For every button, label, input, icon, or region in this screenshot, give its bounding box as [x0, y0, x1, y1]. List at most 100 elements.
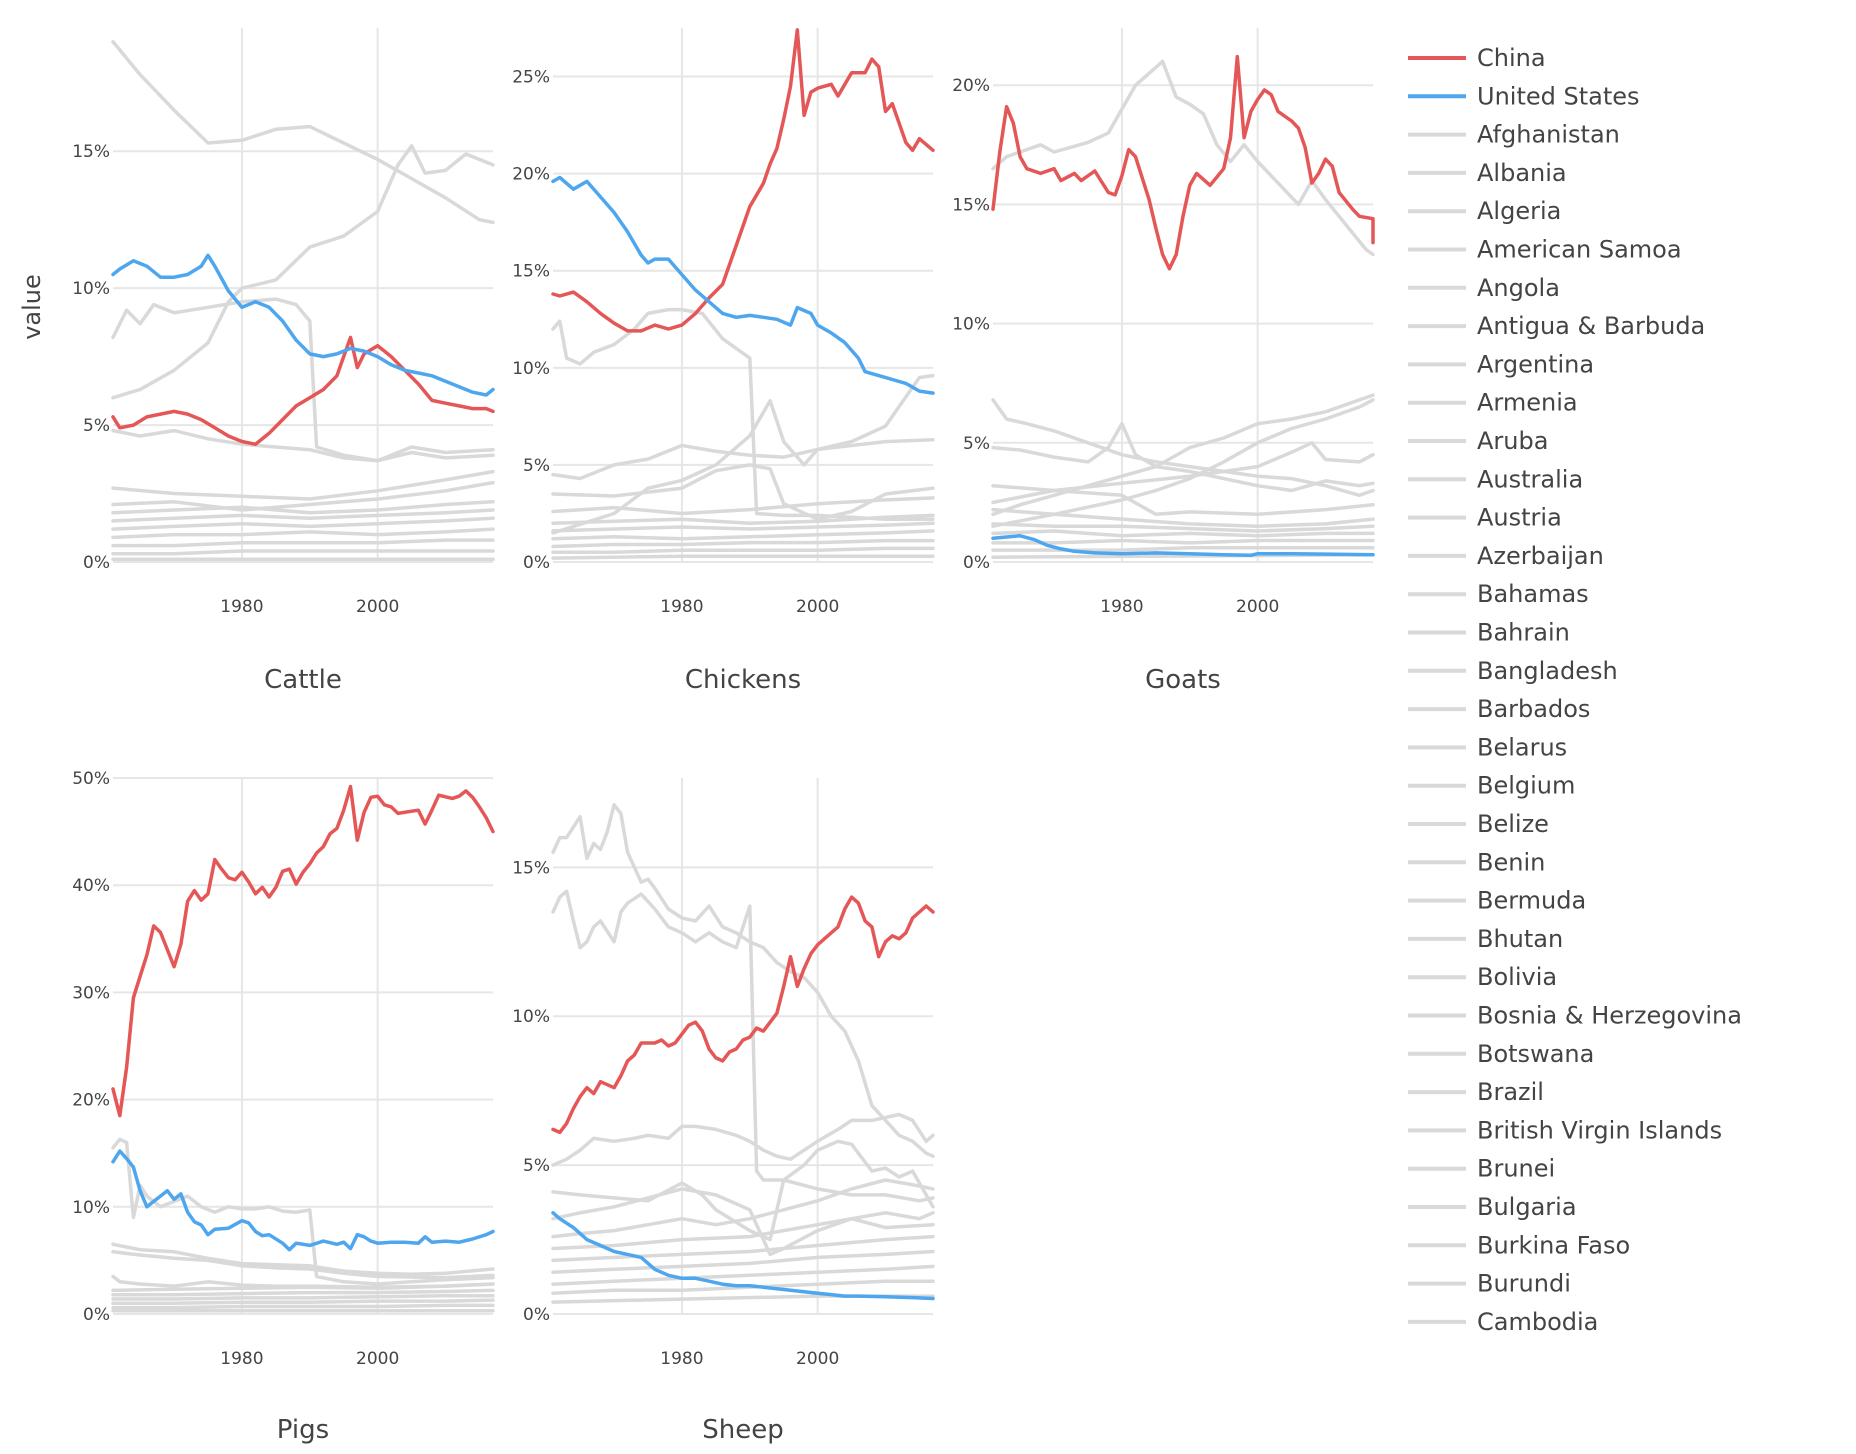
series-line-other-country	[111, 527, 495, 540]
legend-item[interactable]: Bolivia	[1408, 963, 1557, 991]
y-tick-label: 5%	[523, 1156, 550, 1176]
y-tick-label: 0%	[83, 553, 110, 573]
series-line-other-country	[551, 1264, 935, 1286]
series-line-other-country	[551, 1216, 935, 1251]
legend-label: Bosnia & Herzegovina	[1477, 1002, 1742, 1030]
legend-item[interactable]: Bahamas	[1408, 580, 1589, 608]
legend-item[interactable]: Angola	[1408, 274, 1560, 302]
series-line-other-country	[111, 297, 495, 463]
legend-label: Bhutan	[1477, 925, 1563, 953]
legend-item[interactable]: Burundi	[1408, 1270, 1571, 1298]
series-line-other-country	[111, 469, 495, 501]
legend-label: Benin	[1477, 848, 1545, 876]
legend-item[interactable]: Armenia	[1408, 389, 1578, 417]
series-line-china	[991, 54, 1375, 271]
legend-label: American Samoa	[1477, 236, 1682, 264]
legend-item[interactable]: China	[1408, 44, 1546, 72]
panel-title: Cattle	[264, 665, 342, 695]
legend-label: United States	[1477, 82, 1640, 110]
legend[interactable]: China United States Afghanistan Albania Alge…	[1408, 44, 1742, 1336]
legend-item[interactable]: Cambodia	[1408, 1308, 1598, 1336]
legend-item[interactable]: Bangladesh	[1408, 657, 1618, 685]
legend-item[interactable]: Burkina Faso	[1408, 1231, 1630, 1259]
series-line-other-country	[111, 549, 495, 556]
series-line-other-country	[111, 516, 495, 531]
y-tick-label: 0%	[83, 1305, 110, 1325]
x-tick-label: 2000	[356, 1349, 399, 1369]
series-line-other-country	[551, 437, 935, 481]
legend-item[interactable]: Bermuda	[1408, 887, 1586, 915]
y-axis-label: value	[18, 274, 46, 340]
series-line-other-country	[111, 1288, 495, 1297]
legend-item[interactable]: Benin	[1408, 848, 1545, 876]
series-line-other-country	[111, 1294, 495, 1301]
legend-item[interactable]: Algeria	[1408, 197, 1561, 225]
series-line-other-country	[991, 529, 1375, 538]
series-line-other-country	[551, 1178, 935, 1239]
legend-item[interactable]: Albania	[1408, 159, 1567, 187]
legend-label: British Virgin Islands	[1477, 1116, 1722, 1144]
legend-item[interactable]: Afghanistan	[1408, 121, 1620, 149]
y-tick-label: 10%	[512, 359, 550, 379]
y-tick-label: 30%	[72, 983, 110, 1003]
x-tick-label: 1980	[220, 1349, 263, 1369]
legend-item[interactable]: Belgium	[1408, 772, 1575, 800]
legend-item[interactable]: Aruba	[1408, 427, 1548, 455]
legend-item[interactable]: Barbados	[1408, 695, 1590, 723]
series-line-other-country	[111, 538, 495, 548]
panel-title: Chickens	[685, 665, 801, 695]
legend-item[interactable]: Belize	[1408, 810, 1549, 838]
x-tick-label: 2000	[356, 597, 399, 617]
series-line-united-states	[551, 1211, 935, 1301]
panel-goats: 1980 2000 0% 5% 10% 15% 20% Goats	[952, 28, 1375, 695]
series-line-other-country	[111, 508, 495, 523]
legend-item[interactable]: Bulgaria	[1408, 1193, 1577, 1221]
series-line-other-country	[991, 398, 1375, 528]
legend-label: Burkina Faso	[1477, 1231, 1630, 1259]
series-line-other-country	[551, 554, 935, 560]
legend-item[interactable]: United States	[1408, 82, 1640, 110]
legend-item[interactable]: Australia	[1408, 465, 1583, 493]
y-tick-label: 50%	[72, 769, 110, 789]
x-tick-label: 1980	[660, 1349, 703, 1369]
legend-label: Azerbaijan	[1477, 542, 1604, 570]
y-tick-label: 40%	[72, 876, 110, 896]
panel-pigs: 1980 2000 0% 10% 20% 30% 40% 50% Pigs	[72, 769, 495, 1445]
series-line-other-country	[551, 1249, 935, 1275]
series-line-other-country	[111, 428, 495, 463]
legend-item[interactable]: Belarus	[1408, 733, 1567, 761]
series-line-other-country	[991, 522, 1375, 533]
panel-title: Pigs	[277, 1415, 329, 1445]
legend-item[interactable]: Antigua & Barbuda	[1408, 312, 1705, 340]
series-line-other-country	[551, 307, 935, 522]
series-line-other-country	[551, 803, 935, 1158]
series-line-china	[551, 28, 935, 333]
legend-label: Barbados	[1477, 695, 1590, 723]
series-line-other-country	[111, 480, 495, 512]
x-tick-label: 1980	[1100, 597, 1143, 617]
legend-label: Bangladesh	[1477, 657, 1618, 685]
legend-item[interactable]: Austria	[1408, 504, 1562, 532]
legend-item[interactable]: Bhutan	[1408, 925, 1563, 953]
legend-item[interactable]: Argentina	[1408, 350, 1594, 378]
y-tick-label: 15%	[512, 858, 550, 878]
panel-cattle: 1980 2000 0% 5% 10% 15% Cattle	[72, 28, 495, 695]
legend-item[interactable]: Brunei	[1408, 1155, 1555, 1183]
legend-label: Bulgaria	[1477, 1193, 1577, 1221]
y-tick-label: 15%	[512, 262, 550, 282]
legend-item[interactable]: American Samoa	[1408, 236, 1682, 264]
x-tick-label: 1980	[220, 597, 263, 617]
legend-item[interactable]: Bosnia & Herzegovina	[1408, 1002, 1742, 1030]
legend-item[interactable]: Bahrain	[1408, 619, 1570, 647]
legend-item[interactable]: Brazil	[1408, 1078, 1544, 1106]
legend-item[interactable]: Azerbaijan	[1408, 542, 1604, 570]
legend-label: China	[1477, 44, 1546, 72]
series-line-other-country	[551, 538, 935, 549]
series-line-other-country	[551, 513, 935, 525]
x-tick-label: 2000	[796, 597, 839, 617]
legend-item[interactable]: Botswana	[1408, 1040, 1594, 1068]
y-tick-label: 25%	[512, 68, 550, 88]
legend-item[interactable]: British Virgin Islands	[1408, 1116, 1722, 1144]
series-line-other-country	[111, 144, 495, 400]
